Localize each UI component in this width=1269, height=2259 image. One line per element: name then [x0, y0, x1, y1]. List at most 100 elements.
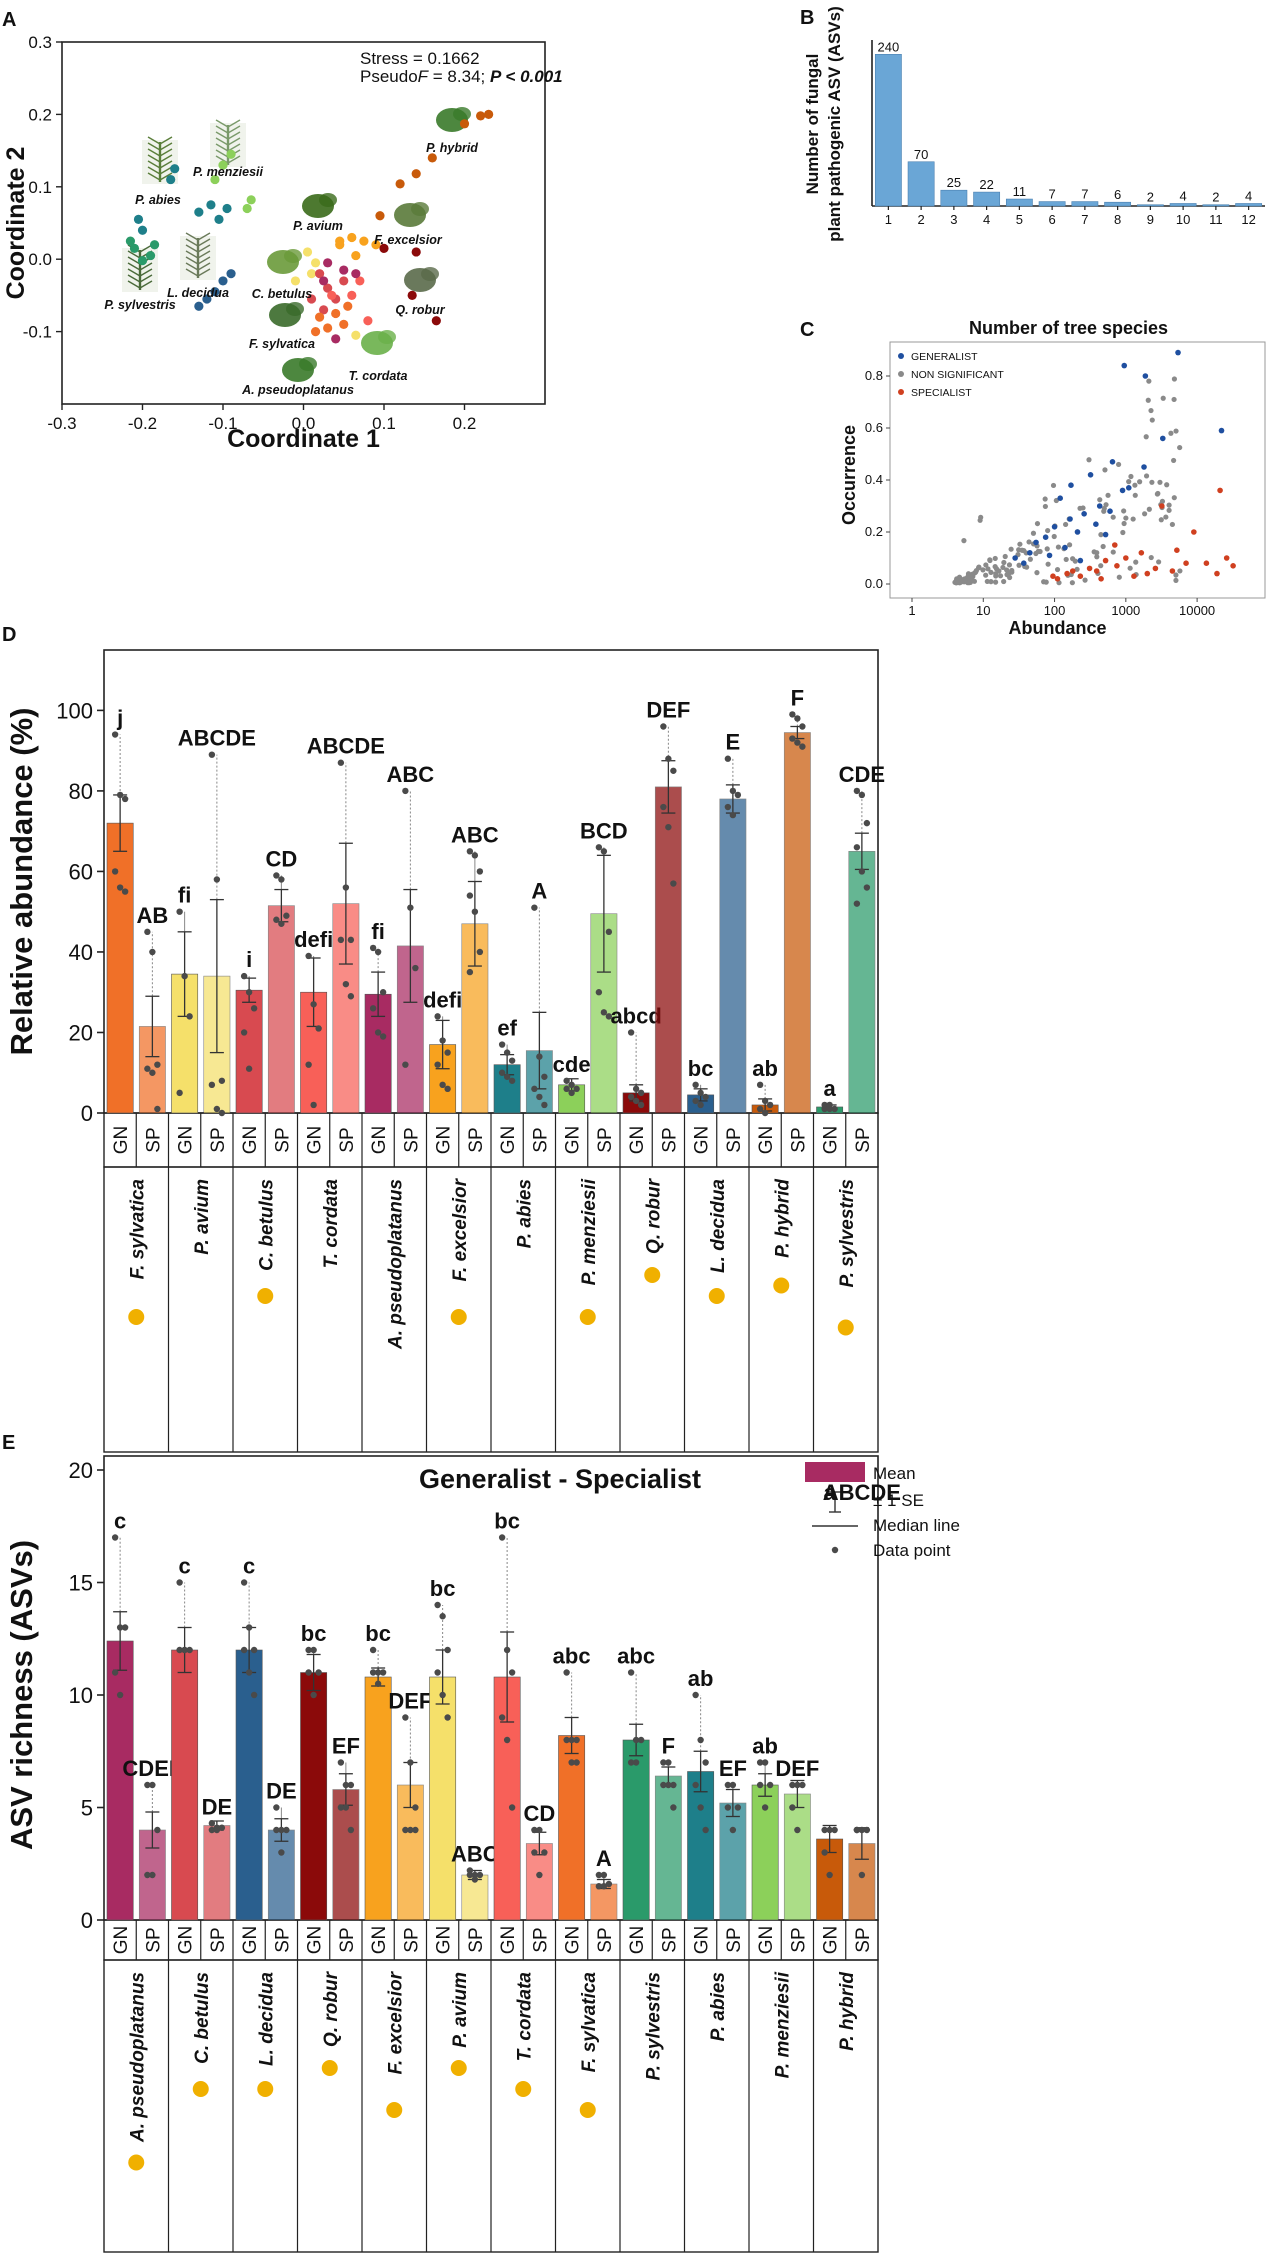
significance-letter: c [114, 1509, 126, 1534]
x-tick-label: 9 [1147, 212, 1154, 227]
data-point [665, 823, 672, 831]
species-label: P. menziesii [772, 1971, 793, 2078]
data-point [508, 1669, 516, 1676]
species-label: P. avium [450, 1972, 471, 2048]
data-point [181, 972, 188, 980]
bar-sp [332, 1789, 360, 1921]
nmds-point [343, 301, 353, 311]
bar [874, 54, 902, 207]
group-label: GN [821, 1126, 842, 1155]
data-point [310, 1646, 317, 1654]
group-label: T. cordata [349, 369, 408, 383]
data-point [863, 1826, 871, 1834]
data-point [831, 1105, 838, 1113]
leaf-thumbnail-needle [227, 137, 241, 146]
nmds-point [222, 203, 232, 214]
data-point [541, 1101, 548, 1109]
data-point [794, 715, 801, 722]
leaf-thumbnail-needle [227, 131, 241, 140]
significance-letter: DE [266, 1779, 297, 1804]
significance-letter: DEF [775, 1756, 819, 1781]
generalist-point [1093, 521, 1099, 527]
data-point [342, 884, 350, 891]
data-point [305, 1646, 312, 1654]
panel-d-relative-abundance: 0 20 40 60 80 100 Relative abundance (%) j GN AB S… [4, 649, 885, 1453]
nmds-point [395, 179, 405, 189]
non-significant-point [1030, 530, 1037, 536]
leaf-thumbnail-needle [139, 280, 153, 289]
data-point [863, 819, 871, 827]
group-label: C. betulus [252, 287, 312, 301]
non-significant-point [1077, 505, 1083, 511]
data-point [412, 964, 419, 972]
non-significant-point [1132, 482, 1138, 488]
specialist-point [1138, 550, 1145, 556]
specialist-point [1144, 570, 1151, 577]
nmds-point [331, 308, 341, 319]
non-significant-point [1171, 376, 1178, 382]
generalist-point [1027, 550, 1033, 556]
x-tick-label: -0.2 [128, 414, 157, 433]
non-significant-point [1045, 561, 1051, 567]
generalist-point [1062, 544, 1068, 551]
data-point [724, 1804, 732, 1811]
group-label: SP [853, 1127, 874, 1152]
data-point [310, 1101, 317, 1109]
group-label: SP [788, 1927, 809, 1952]
data-point [761, 1109, 769, 1117]
significance-letter: i [246, 947, 252, 972]
nmds-point [363, 316, 373, 326]
data-point [240, 1029, 248, 1036]
generalist-point [1067, 516, 1073, 522]
data-point [563, 1077, 570, 1084]
data-point [508, 1057, 516, 1064]
nmds-point [347, 290, 357, 300]
non-significant-point [1026, 539, 1032, 545]
leaf-thumbnail-needle [159, 142, 173, 151]
non-significant-point [1116, 574, 1122, 580]
nmds-point [194, 207, 204, 217]
leaf-thumbnail-needle [139, 274, 153, 283]
non-significant-point [980, 567, 986, 573]
data-point [627, 1759, 635, 1766]
bar-value-label: 2 [1147, 190, 1154, 205]
group-label: GN [176, 1126, 197, 1155]
data-point [858, 1871, 866, 1879]
leaf-thumbnail-needle [159, 160, 173, 169]
bar-gn [558, 1735, 586, 1921]
non-significant-point [997, 573, 1004, 579]
specialist-point [1203, 560, 1210, 566]
group-label: F. excelsior [374, 233, 443, 247]
non-significant-point [1173, 428, 1179, 434]
stat-span: P < 0.001 [490, 67, 563, 86]
bar-value-label: 70 [914, 147, 928, 162]
data-point [761, 1097, 769, 1105]
species-label: C. betulus [192, 1972, 213, 2064]
data-point [315, 1025, 322, 1032]
leaf-thumbnail [411, 202, 429, 216]
data-point [632, 1736, 640, 1744]
data-point [278, 876, 285, 883]
data-point [444, 1646, 451, 1654]
bar-sp [719, 1802, 747, 1921]
non-significant-point [1126, 479, 1132, 485]
generalist-point [1068, 482, 1074, 489]
data-point [632, 1759, 640, 1766]
data-point [692, 1691, 699, 1699]
group-label: GN [240, 1126, 261, 1155]
data-point [374, 1680, 382, 1687]
data-point [176, 1646, 183, 1654]
nmds-point [170, 164, 180, 174]
leaf-thumbnail [453, 107, 471, 121]
group-label: A. pseudoplatanus [241, 383, 354, 397]
x-tick-label: 0.2 [453, 414, 477, 433]
data-point [600, 1009, 608, 1016]
y-tick-label: 100 [56, 698, 93, 723]
x-tick-label: 1 [908, 603, 915, 618]
non-significant-point [985, 566, 991, 572]
data-point [670, 1804, 677, 1811]
nmds-point [351, 250, 361, 261]
leaf-thumbnail-needle [159, 166, 173, 175]
non-significant-point [1006, 570, 1012, 576]
native-marker-icon [128, 1309, 145, 1325]
